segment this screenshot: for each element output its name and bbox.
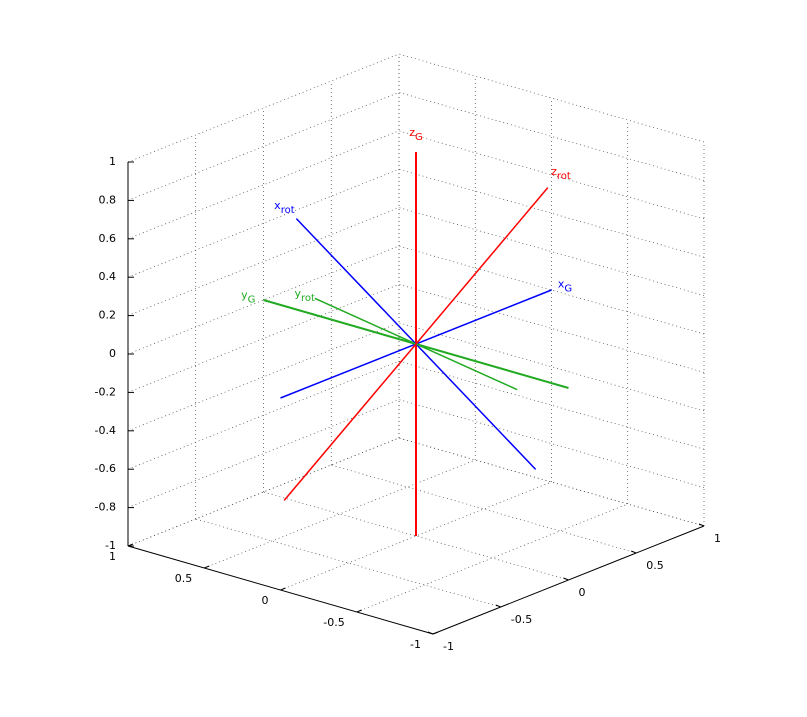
grid-line (127, 207, 400, 316)
grid-line (127, 168, 400, 278)
grid-line (398, 322, 705, 412)
x-tick-label: -1 (443, 640, 454, 653)
x-tick (563, 577, 569, 581)
grid-line (127, 322, 400, 432)
x-tick-label: 0 (579, 586, 586, 599)
grid-line (398, 168, 705, 258)
y-tick (432, 631, 439, 635)
grid-line (356, 503, 628, 613)
label-subscript: G (248, 295, 256, 306)
y-tick-label: 0 (262, 594, 269, 607)
vector-label: yrot (294, 287, 315, 304)
grid-line (127, 92, 400, 201)
grid-line (398, 437, 705, 527)
y-tick (204, 565, 210, 569)
label-name: y (241, 289, 248, 302)
y-tick-label: 1 (109, 550, 116, 563)
vector-label: zrot (551, 165, 571, 182)
grid-line (280, 481, 552, 591)
z-tick-label: -0.6 (95, 462, 116, 475)
grid-line (127, 130, 400, 240)
z-tick-label: 0.2 (99, 309, 117, 322)
grid-line (127, 399, 400, 508)
z-tick-label: 0 (109, 347, 116, 360)
z-tick-label: 0.6 (99, 232, 117, 245)
z-tick-label: -0.4 (95, 424, 116, 437)
grid-line (204, 459, 476, 569)
grid-line (398, 284, 705, 373)
grid-line (127, 53, 400, 163)
grid-line (398, 399, 705, 488)
x-tick-label: -0.5 (511, 613, 532, 626)
grid-line (398, 245, 705, 335)
y-tick (127, 543, 134, 547)
grid-line (331, 464, 637, 554)
y-tick-label: -0.5 (323, 616, 344, 629)
vector-label: xG (558, 278, 572, 295)
y-tick-label: -1 (410, 638, 421, 651)
z-tick-label: -0.8 (95, 501, 116, 514)
grid-line (398, 130, 705, 220)
z-tick-label: 1 (109, 155, 116, 168)
x-tick-label: 1 (714, 532, 721, 545)
x-tick-label: 0.5 (646, 559, 664, 572)
z-tick-label: -0.2 (95, 385, 116, 398)
grid-line (127, 360, 400, 470)
z-tick-label: 0.8 (99, 193, 117, 206)
grid-line (398, 207, 705, 296)
grid-line (398, 360, 705, 450)
x-tick (698, 523, 705, 527)
grid-line (127, 245, 400, 355)
grid-line (263, 491, 569, 581)
label-subscript: rot (557, 171, 571, 182)
vector-label: xrot (274, 199, 295, 216)
x-tick (427, 631, 434, 635)
label-subscript: rot (281, 205, 295, 216)
grid-line (127, 437, 400, 547)
z-tick-label: 0.4 (99, 270, 117, 283)
vector-label: yG (241, 289, 255, 306)
label-name: x (558, 278, 565, 291)
y-tick (280, 587, 286, 591)
grid-line (398, 92, 705, 181)
grid-line (127, 284, 400, 393)
label-subscript: G (415, 132, 423, 143)
y-tick (356, 609, 362, 613)
vector (283, 187, 549, 501)
label-name: z (551, 165, 557, 178)
x-tick (495, 604, 501, 608)
y-tick-label: 0.5 (175, 572, 193, 585)
label-name: y (294, 287, 301, 300)
label-name: x (274, 199, 281, 212)
vector-label: zG (409, 126, 423, 143)
grid-line (398, 53, 705, 143)
label-name: z (409, 126, 415, 139)
x-tick (631, 550, 637, 554)
label-subscript: G (564, 284, 572, 295)
label-subscript: rot (301, 293, 315, 304)
z-tick-label: -1 (105, 539, 116, 552)
grid-line (195, 518, 501, 608)
